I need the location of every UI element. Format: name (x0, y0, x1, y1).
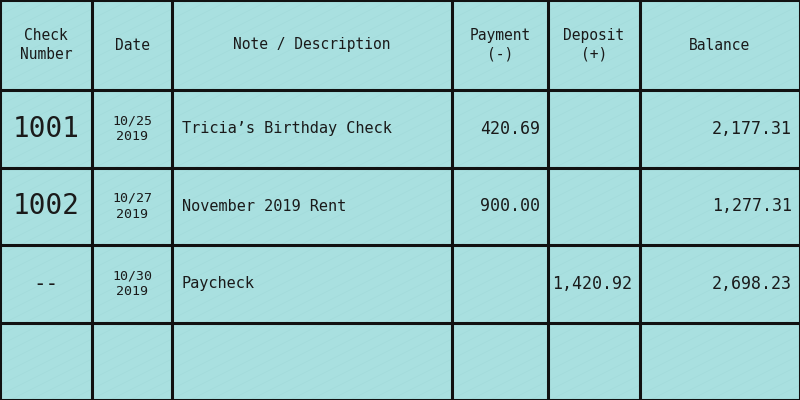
Text: 1001: 1001 (13, 115, 79, 143)
Text: 1,277.31: 1,277.31 (712, 197, 792, 215)
Text: Date: Date (114, 38, 150, 52)
Text: 900.00: 900.00 (480, 197, 540, 215)
Text: 1,420.92: 1,420.92 (552, 275, 632, 293)
Text: --: -- (34, 274, 58, 294)
Text: 420.69: 420.69 (480, 120, 540, 138)
Text: 10/25
2019: 10/25 2019 (112, 114, 152, 143)
Text: 10/30
2019: 10/30 2019 (112, 269, 152, 298)
Text: 10/27
2019: 10/27 2019 (112, 192, 152, 221)
Text: November 2019 Rent: November 2019 Rent (182, 199, 346, 214)
Text: Balance: Balance (690, 38, 750, 52)
Text: Note / Description: Note / Description (234, 38, 390, 52)
Text: 1002: 1002 (13, 192, 79, 220)
Text: Payment
(-): Payment (-) (470, 28, 530, 62)
Text: Check
Number: Check Number (20, 28, 72, 62)
Text: Paycheck: Paycheck (182, 276, 254, 291)
Text: Tricia’s Birthday Check: Tricia’s Birthday Check (182, 121, 391, 136)
Text: Deposit
(+): Deposit (+) (563, 28, 625, 62)
Text: 2,698.23: 2,698.23 (712, 275, 792, 293)
Text: 2,177.31: 2,177.31 (712, 120, 792, 138)
